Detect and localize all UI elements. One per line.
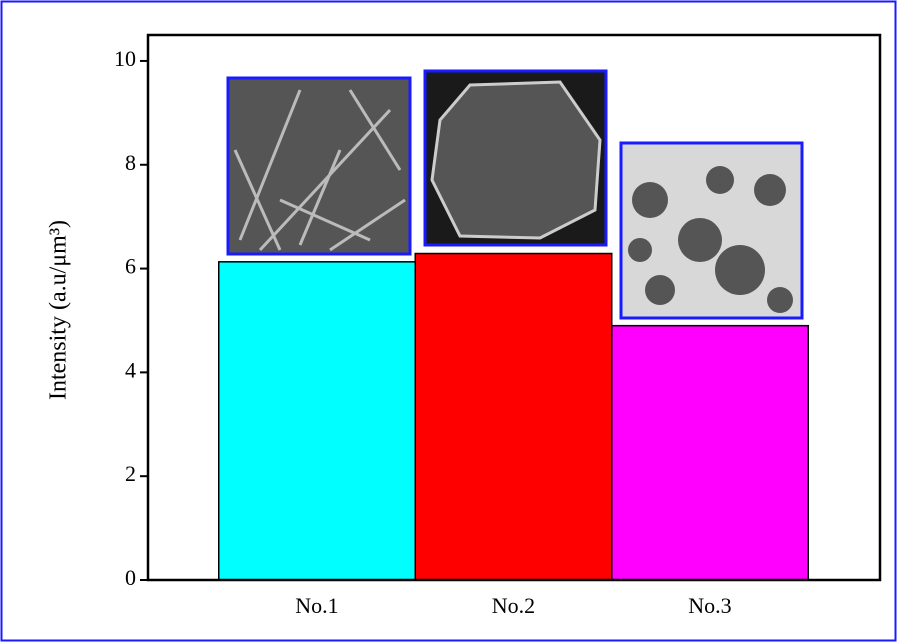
chart: Intensity (a.u/μm³) No.1 No.2 No.3 0 2 4 6 8 10 bbox=[0, 0, 897, 642]
y-tick-label: 6 bbox=[125, 254, 136, 279]
y-tick-label: 4 bbox=[125, 357, 136, 382]
inset-image bbox=[621, 143, 802, 318]
inset-image bbox=[228, 78, 410, 254]
y-tick-label: 2 bbox=[125, 461, 136, 486]
y-tick-label: 0 bbox=[125, 565, 136, 590]
bar bbox=[219, 262, 416, 580]
inset-image bbox=[425, 71, 606, 245]
bar bbox=[415, 254, 612, 580]
x-tick-label: No.3 bbox=[688, 593, 731, 618]
y-tick-label: 10 bbox=[114, 46, 136, 71]
y-tick-label: 8 bbox=[125, 150, 136, 175]
y-axis-label: Intensity (a.u/μm³) bbox=[46, 220, 72, 400]
bar bbox=[612, 326, 809, 580]
x-tick-label: No.1 bbox=[295, 593, 338, 618]
x-tick-label: No.2 bbox=[492, 593, 535, 618]
